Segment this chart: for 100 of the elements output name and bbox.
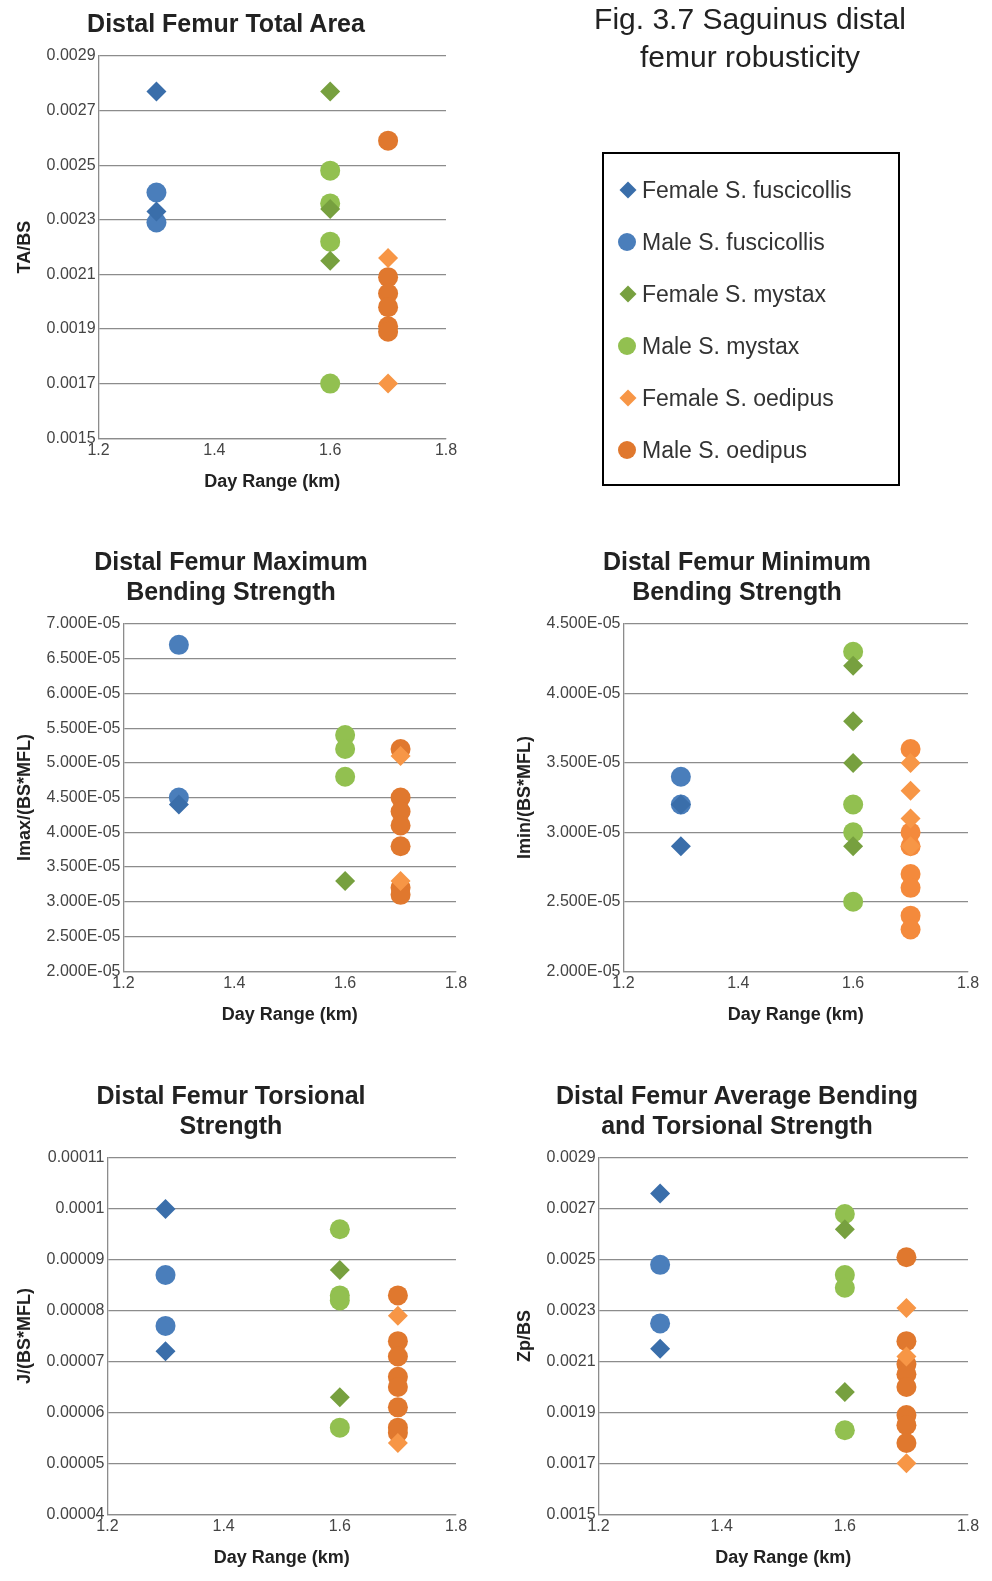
y-tick-label: 0.0019 [546, 1402, 596, 1420]
point [378, 130, 399, 151]
point [329, 1259, 350, 1280]
legend-label: Female S. oedipus [642, 384, 834, 412]
y-tick-label: 3.000E-05 [546, 822, 621, 840]
x-tick-label: 1.2 [587, 1517, 610, 1535]
y-tick-label: 0.0029 [546, 1148, 596, 1166]
x-axis-title: Day Range (km) [213, 1547, 350, 1568]
x-axis-title: Day Range (km) [715, 1547, 852, 1568]
y-axis-title: J/(BS*MFL) [13, 1288, 34, 1385]
x-axis-title: Day Range (km) [204, 471, 341, 492]
legend-label: Female S. mystax [642, 280, 827, 308]
point [335, 870, 356, 891]
point [390, 870, 411, 891]
point [387, 1397, 408, 1418]
point [650, 1183, 671, 1204]
point [390, 745, 411, 766]
point [834, 1420, 855, 1441]
y-tick-label: 0.00007 [46, 1351, 105, 1369]
y-tick-label: 4.000E-05 [46, 822, 121, 840]
point [834, 1382, 855, 1403]
point [390, 815, 411, 836]
y-tick-label: 0.0017 [546, 1453, 596, 1471]
point [896, 1453, 917, 1474]
point [146, 201, 167, 222]
legend-label: Female S. fuscicollis [642, 176, 852, 204]
y-tick-label: 7.000E-05 [46, 614, 121, 632]
x-tick-label: 1.8 [434, 441, 458, 459]
point [650, 1254, 671, 1275]
x-tick-label: 1.4 [727, 974, 750, 992]
point [320, 160, 341, 181]
point [900, 780, 921, 801]
point [900, 877, 921, 898]
x-tick-label: 1.8 [444, 974, 468, 992]
point [670, 766, 691, 787]
x-tick-label: 1.2 [96, 1517, 119, 1535]
y-tick-label: 0.0027 [46, 101, 96, 119]
x-tick-label: 1.2 [612, 974, 635, 992]
y-axis-title: Zp/BS [513, 1310, 534, 1363]
point [843, 752, 864, 773]
y-tick-label: 0.0025 [546, 1250, 596, 1268]
x-tick-label: 1.4 [710, 1517, 733, 1535]
y-tick-label: 0.0023 [546, 1301, 596, 1319]
point [843, 711, 864, 732]
point [834, 1203, 855, 1224]
point [896, 1247, 917, 1268]
x-tick-label: 1.8 [956, 1517, 980, 1535]
y-tick-label: 0.0017 [46, 374, 96, 392]
x-tick-label: 1.6 [833, 1517, 857, 1535]
y-tick-label: 0.00006 [46, 1402, 105, 1420]
x-tick-label: 1.6 [334, 974, 357, 992]
y-tick-label: 0.0029 [46, 46, 96, 64]
point [834, 1219, 855, 1240]
chart-title: Distal Femur Total Area [87, 8, 367, 37]
y-tick-label: 4.500E-05 [546, 614, 621, 632]
point [387, 1432, 408, 1453]
point [387, 1285, 408, 1306]
point [843, 836, 864, 857]
point [155, 1341, 176, 1362]
y-tick-label: 3.000E-05 [46, 892, 121, 910]
point [155, 1315, 176, 1336]
chart-title: Distal Femur Torsional Strength [96, 1080, 366, 1139]
legend-label: Male S. mystax [642, 332, 800, 360]
point [168, 634, 189, 655]
point [390, 836, 411, 857]
y-axis-title: TA/BS [13, 220, 34, 274]
y-tick-label: 6.500E-05 [46, 649, 121, 667]
point [155, 1265, 176, 1286]
text: Fig. 3.7 Saguinus distal femur robusticity [593, 1, 907, 75]
point [387, 1305, 408, 1326]
x-tick-label: 1.6 [842, 974, 865, 992]
point [378, 297, 399, 318]
point [320, 81, 341, 102]
point [650, 1313, 671, 1334]
x-axis-title: Day Range (km) [221, 1004, 358, 1025]
y-tick-label: 0.00011 [47, 1148, 105, 1166]
y-tick-label: 0.0021 [46, 264, 96, 282]
x-tick-label: 1.6 [319, 441, 342, 459]
point [320, 373, 341, 394]
y-tick-label: 3.500E-05 [546, 753, 621, 771]
point [900, 752, 921, 773]
x-tick-label: 1.4 [223, 974, 246, 992]
point [320, 198, 341, 219]
point [329, 1219, 350, 1240]
y-tick-label: 0.0025 [46, 155, 96, 173]
point [329, 1387, 350, 1408]
legend-label: Male S. fuscicollis [642, 228, 825, 256]
point [896, 1298, 917, 1319]
y-axis-title: Imax/(BS*MFL) [13, 734, 34, 862]
y-axis-title: Imin/(BS*MFL) [513, 736, 534, 860]
x-tick-label: 1.2 [87, 441, 110, 459]
point [155, 1198, 176, 1219]
y-tick-label: 0.0023 [46, 210, 96, 228]
point [335, 766, 356, 787]
chart-title: Distal Femur Minimum Bending Strength [602, 546, 872, 605]
point [146, 81, 167, 102]
point [320, 231, 341, 252]
chart-title: Distal Femur Average Bending and Torsional Strength [555, 1080, 919, 1139]
y-tick-label: 2.500E-05 [546, 892, 621, 910]
x-tick-label: 1.8 [956, 974, 980, 992]
